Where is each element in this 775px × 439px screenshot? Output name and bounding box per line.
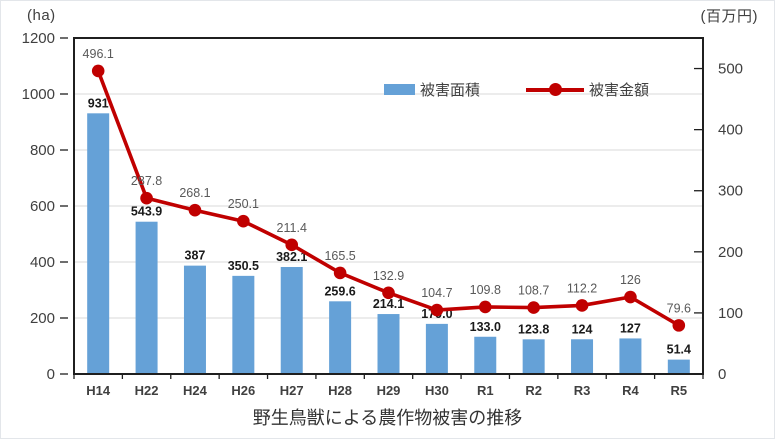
category-label-R4: R4 <box>622 383 639 398</box>
category-label-R2: R2 <box>525 383 542 398</box>
bar-R2 <box>522 339 545 374</box>
right-axis-tick-label: 500 <box>718 61 743 78</box>
bar-value-label: 214.1 <box>373 297 404 311</box>
bar-value-label: 387 <box>185 249 206 263</box>
left-axis-tick-label: 0 <box>47 366 55 383</box>
right-axis-tick-label: 400 <box>718 122 743 139</box>
category-label-H27: H27 <box>280 383 304 398</box>
legend-item-area: 被害面積 <box>384 79 480 100</box>
bar-R5 <box>667 359 690 374</box>
line-point-H28 <box>333 266 347 280</box>
line-point-R3 <box>575 299 589 312</box>
bar-H14 <box>87 113 110 374</box>
left-axis-unit-label: (ha) <box>27 7 56 24</box>
bar-H28 <box>329 301 352 374</box>
left-axis-tick-label: 1000 <box>22 86 55 103</box>
legend-item-amount: 被害金額 <box>526 79 649 100</box>
right-axis-tick-label: 100 <box>718 305 743 322</box>
bar-value-label: 133.0 <box>470 320 501 334</box>
category-label-R5: R5 <box>670 383 687 398</box>
bar-value-label: 259.6 <box>324 284 355 298</box>
bar-series-swatch <box>384 84 415 95</box>
bar-H22 <box>135 221 158 374</box>
category-label-H14: H14 <box>86 383 111 398</box>
line-value-label: 287.8 <box>131 174 162 188</box>
category-label-H29: H29 <box>377 383 401 398</box>
line-value-label: 132.9 <box>373 269 404 283</box>
bar-value-label: 543.9 <box>131 205 162 219</box>
category-label-R3: R3 <box>574 383 591 398</box>
line-point-R4 <box>624 290 637 304</box>
line-point-R5 <box>672 319 686 332</box>
line-value-label: 268.1 <box>179 186 210 200</box>
category-label-H30: H30 <box>425 383 449 398</box>
line-value-label: 211.4 <box>277 221 307 235</box>
legend-label-amount: 被害金額 <box>589 82 650 99</box>
bar-value-label: 382.1 <box>276 250 307 264</box>
plot-border <box>73 37 704 375</box>
bar-R1 <box>474 336 497 374</box>
left-axis-tick-label: 400 <box>30 254 55 271</box>
bar-value-label: 127 <box>620 321 641 335</box>
category-label-H22: H22 <box>135 383 159 398</box>
line-point-H14 <box>91 64 105 78</box>
bar-H29 <box>377 314 400 374</box>
line-point-H27 <box>285 238 299 252</box>
bar-H26 <box>232 275 255 374</box>
bar-value-label: 51.4 <box>667 343 691 357</box>
line-point-H26 <box>237 214 250 228</box>
legend-label-area: 被害面積 <box>420 82 481 99</box>
line-series-swatch <box>526 83 585 96</box>
left-axis-tick-label: 200 <box>30 310 55 327</box>
line-value-label: 79.6 <box>667 301 691 315</box>
left-axis-tick-label: 1200 <box>22 30 55 47</box>
bar-R3 <box>571 339 594 374</box>
left-axis-tick-label: 600 <box>30 198 55 215</box>
category-label-R1: R1 <box>477 383 494 398</box>
line-value-label: 104.7 <box>421 286 452 300</box>
line-value-label: 109.8 <box>470 283 501 297</box>
bar-value-label: 350.5 <box>228 259 259 273</box>
line-point-R2 <box>527 301 540 314</box>
line-value-label: 112.2 <box>567 281 597 295</box>
right-axis-unit-label: (百万円) <box>700 8 758 25</box>
category-label-H26: H26 <box>231 383 255 398</box>
left-axis-tick-label: 800 <box>30 142 55 159</box>
right-axis-tick-label: 300 <box>718 183 743 200</box>
line-value-label: 496.1 <box>83 47 114 61</box>
bar-H27 <box>280 267 303 374</box>
line-point-H29 <box>382 286 395 300</box>
line-value-label: 126 <box>620 273 641 287</box>
line-point-H22 <box>140 191 153 205</box>
line-value-label: 108.7 <box>518 284 549 298</box>
bar-value-label: 124 <box>572 322 593 336</box>
line-value-label: 165.5 <box>324 249 355 263</box>
line-point-H30 <box>430 303 444 317</box>
right-axis-tick-label: 200 <box>718 244 743 261</box>
chart-title: 野生鳥獣による農作物被害の推移 <box>252 408 523 428</box>
bar-R4 <box>619 338 642 374</box>
bar-H30 <box>425 323 448 374</box>
line-value-label: 250.1 <box>228 197 259 211</box>
bar-value-label: 931 <box>88 96 109 110</box>
line-point-R1 <box>478 300 492 314</box>
line-point-H24 <box>188 203 202 217</box>
chart-legend: 被害面積 被害金額 <box>384 79 649 100</box>
category-label-H24: H24 <box>183 383 208 398</box>
bar-H24 <box>183 265 206 374</box>
right-axis-tick-label: 0 <box>718 366 726 383</box>
category-label-H28: H28 <box>328 383 352 398</box>
bar-value-label: 123.8 <box>518 322 549 336</box>
